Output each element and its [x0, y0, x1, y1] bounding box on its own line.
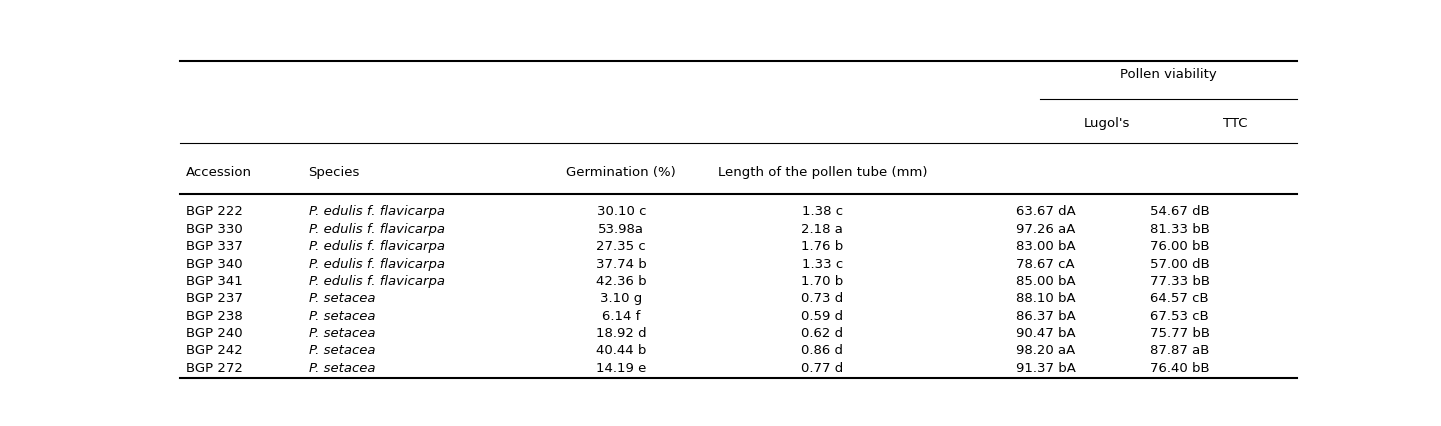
Text: Lugol's: Lugol's [1084, 117, 1130, 130]
Text: 18.92 d: 18.92 d [597, 327, 647, 340]
Text: BGP 330: BGP 330 [186, 223, 242, 236]
Text: 53.98a: 53.98a [598, 223, 644, 236]
Text: 88.10 bA: 88.10 bA [1016, 292, 1075, 305]
Text: Pollen viability: Pollen viability [1120, 68, 1216, 81]
Text: BGP 340: BGP 340 [186, 257, 242, 271]
Text: 64.57 cB: 64.57 cB [1150, 292, 1209, 305]
Text: 97.26 aA: 97.26 aA [1016, 223, 1075, 236]
Text: 87.87 aB: 87.87 aB [1150, 345, 1209, 357]
Text: BGP 341: BGP 341 [186, 275, 242, 288]
Text: 90.47 bA: 90.47 bA [1016, 327, 1075, 340]
Text: 86.37 bA: 86.37 bA [1016, 310, 1075, 322]
Text: 1.33 c: 1.33 c [801, 257, 843, 271]
Text: Accession: Accession [186, 166, 252, 179]
Text: BGP 240: BGP 240 [186, 327, 242, 340]
Text: TTC: TTC [1223, 117, 1248, 130]
Text: Length of the pollen tube (mm): Length of the pollen tube (mm) [718, 166, 927, 179]
Text: 85.00 bA: 85.00 bA [1016, 275, 1075, 288]
Text: P. edulis f. flavicarpa: P. edulis f. flavicarpa [308, 257, 445, 271]
Text: Species: Species [308, 166, 360, 179]
Text: 54.67 dB: 54.67 dB [1150, 205, 1209, 219]
Text: BGP 238: BGP 238 [186, 310, 242, 322]
Text: P. setacea: P. setacea [308, 327, 375, 340]
Text: 67.53 cB: 67.53 cB [1150, 310, 1209, 322]
Text: 78.67 cA: 78.67 cA [1016, 257, 1075, 271]
Text: 0.59 d: 0.59 d [801, 310, 843, 322]
Text: 63.67 dA: 63.67 dA [1016, 205, 1075, 219]
Text: BGP 272: BGP 272 [186, 362, 242, 375]
Text: P. setacea: P. setacea [308, 345, 375, 357]
Text: 37.74 b: 37.74 b [597, 257, 647, 271]
Text: 76.00 bB: 76.00 bB [1150, 240, 1209, 253]
Text: BGP 222: BGP 222 [186, 205, 242, 219]
Text: 83.00 bA: 83.00 bA [1016, 240, 1075, 253]
Text: 77.33 bB: 77.33 bB [1150, 275, 1209, 288]
Text: P. edulis f. flavicarpa: P. edulis f. flavicarpa [308, 275, 445, 288]
Text: P. setacea: P. setacea [308, 292, 375, 305]
Text: 0.62 d: 0.62 d [801, 327, 843, 340]
Text: P. edulis f. flavicarpa: P. edulis f. flavicarpa [308, 205, 445, 219]
Text: 1.76 b: 1.76 b [801, 240, 843, 253]
Text: 1.38 c: 1.38 c [801, 205, 843, 219]
Text: 3.10 g: 3.10 g [599, 292, 643, 305]
Text: 6.14 f: 6.14 f [602, 310, 640, 322]
Text: 0.86 d: 0.86 d [801, 345, 843, 357]
Text: 0.77 d: 0.77 d [801, 362, 843, 375]
Text: 0.73 d: 0.73 d [801, 292, 843, 305]
Text: Germination (%): Germination (%) [566, 166, 676, 179]
Text: 98.20 aA: 98.20 aA [1016, 345, 1075, 357]
Text: 14.19 e: 14.19 e [597, 362, 647, 375]
Text: 81.33 bB: 81.33 bB [1150, 223, 1209, 236]
Text: P. setacea: P. setacea [308, 310, 375, 322]
Text: 30.10 c: 30.10 c [597, 205, 646, 219]
Text: 57.00 dB: 57.00 dB [1150, 257, 1209, 271]
Text: 27.35 c: 27.35 c [597, 240, 646, 253]
Text: P. setacea: P. setacea [308, 362, 375, 375]
Text: 42.36 b: 42.36 b [597, 275, 647, 288]
Text: BGP 337: BGP 337 [186, 240, 242, 253]
Text: 75.77 bB: 75.77 bB [1150, 327, 1209, 340]
Text: BGP 242: BGP 242 [186, 345, 242, 357]
Text: 1.70 b: 1.70 b [801, 275, 843, 288]
Text: P. edulis f. flavicarpa: P. edulis f. flavicarpa [308, 223, 445, 236]
Text: 40.44 b: 40.44 b [597, 345, 647, 357]
Text: BGP 237: BGP 237 [186, 292, 242, 305]
Text: P. edulis f. flavicarpa: P. edulis f. flavicarpa [308, 240, 445, 253]
Text: 76.40 bB: 76.40 bB [1150, 362, 1209, 375]
Text: 91.37 bA: 91.37 bA [1016, 362, 1075, 375]
Text: 2.18 a: 2.18 a [801, 223, 843, 236]
